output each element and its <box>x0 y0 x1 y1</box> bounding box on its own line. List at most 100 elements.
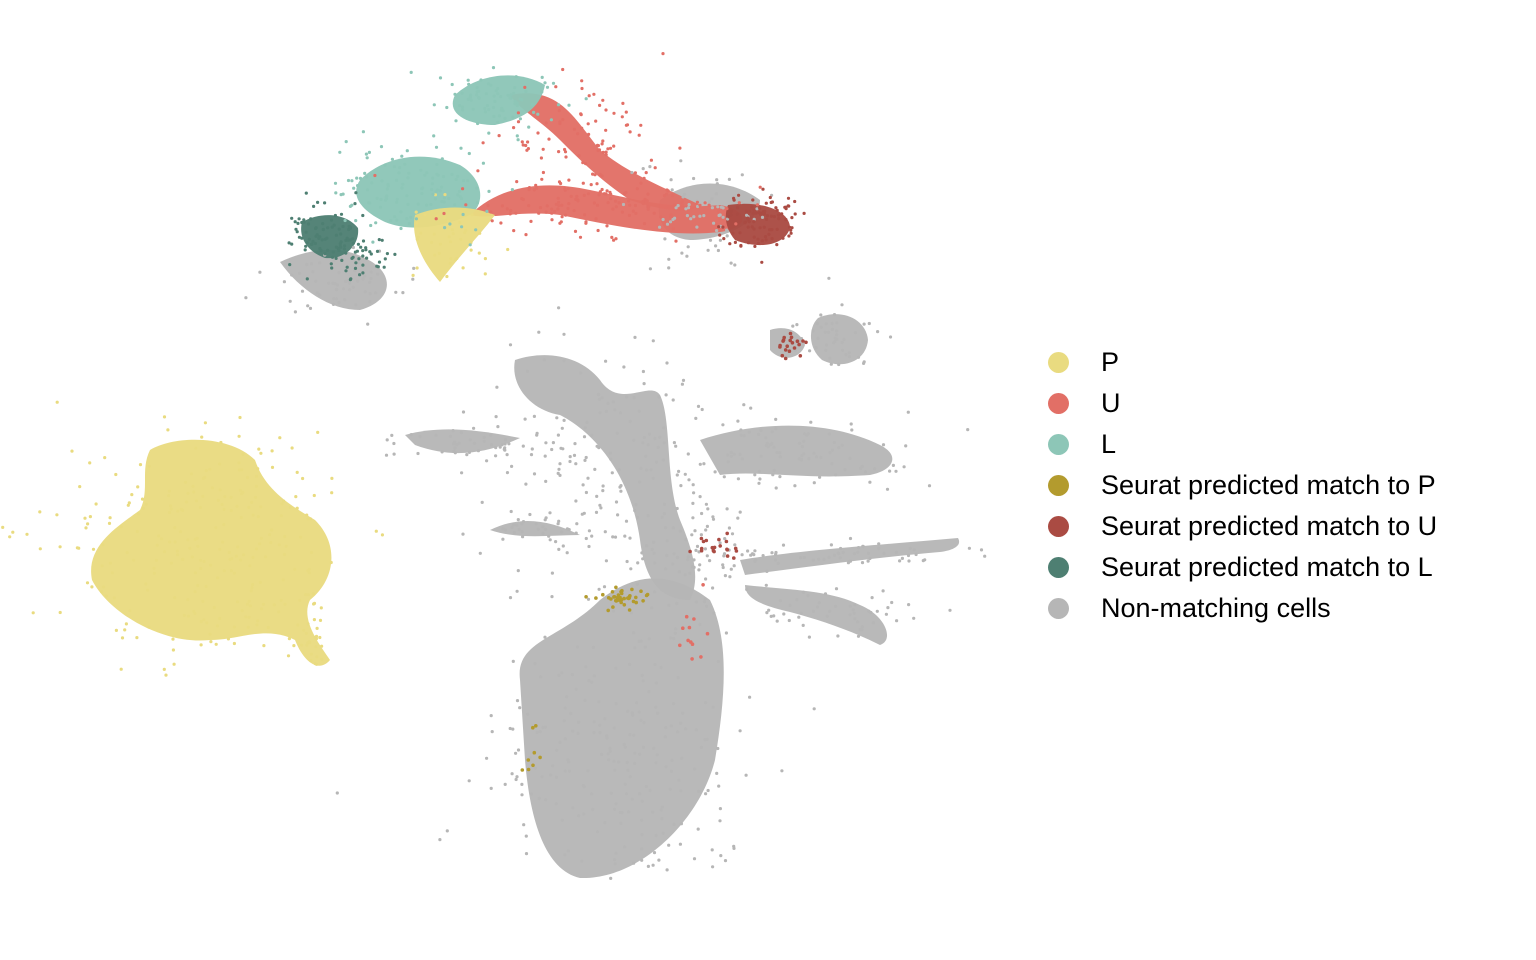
cell-point <box>466 179 470 183</box>
cell-point <box>201 599 205 604</box>
cell-point <box>836 634 840 638</box>
cell-point <box>646 443 650 447</box>
cell-point <box>367 150 371 154</box>
cell-point <box>485 459 489 463</box>
cell-point <box>669 215 673 219</box>
cell-point <box>521 520 526 524</box>
cell-point <box>101 585 106 589</box>
cell-point <box>304 191 308 195</box>
cell-point <box>247 599 251 603</box>
cell-point <box>331 250 335 254</box>
cell-point <box>503 782 507 787</box>
cell-point <box>692 617 696 621</box>
cell-point <box>692 176 696 181</box>
cell-point <box>525 369 530 373</box>
cell-point <box>497 114 501 118</box>
cell-point <box>676 730 680 734</box>
cell-point <box>557 204 561 208</box>
cell-point <box>908 546 912 551</box>
cell-point <box>295 470 299 474</box>
cell-point <box>688 549 692 554</box>
cell-point <box>653 590 657 594</box>
cell-point <box>466 97 470 101</box>
cell-point <box>684 727 688 731</box>
cell-point <box>306 517 310 521</box>
legend-label: Seurat predicted match to U <box>1101 511 1438 541</box>
cell-point <box>298 271 302 275</box>
cell-point <box>375 249 380 253</box>
cell-point <box>354 191 358 195</box>
cell-point <box>475 93 479 97</box>
cell-point <box>135 529 139 534</box>
cell-point <box>516 748 521 752</box>
cell-point <box>527 204 531 208</box>
cell-point <box>684 207 688 211</box>
cell-point <box>730 532 735 536</box>
cell-point <box>584 595 588 599</box>
cell-point <box>586 769 590 773</box>
cell-point <box>429 202 433 207</box>
legend-marker <box>1048 598 1069 619</box>
cell-point <box>514 777 518 782</box>
cell-point <box>605 736 609 740</box>
cell-point <box>203 421 207 425</box>
cell-point <box>661 52 665 56</box>
cell-point <box>334 297 339 301</box>
cell-point <box>664 567 668 571</box>
cell-point <box>256 619 260 623</box>
legend-marker <box>1048 475 1069 496</box>
cell-point <box>587 544 591 549</box>
cell-point <box>316 200 320 204</box>
cell-point <box>746 549 750 553</box>
cell-point <box>278 436 282 440</box>
cell-point <box>392 165 396 169</box>
cell-point <box>399 226 403 231</box>
cell-point <box>721 225 725 229</box>
cell-point <box>609 192 613 196</box>
cell-point <box>605 189 609 193</box>
cell-point <box>83 516 87 520</box>
cell-point <box>507 442 511 446</box>
cell-point <box>332 297 336 301</box>
cell-point <box>757 432 761 436</box>
cell-point <box>483 272 487 276</box>
cell-point <box>531 763 535 768</box>
cell-point <box>633 761 637 766</box>
cell-point <box>612 238 616 242</box>
cell-point <box>577 814 581 818</box>
cell-point <box>595 830 600 834</box>
cell-point <box>752 208 756 212</box>
cell-point <box>450 82 454 87</box>
cell-point <box>604 150 608 154</box>
cell-point <box>257 447 261 451</box>
cell-point <box>871 621 876 625</box>
cell-point <box>721 565 725 570</box>
cell-point <box>574 499 578 503</box>
cell-point <box>715 182 719 186</box>
cell-point <box>94 502 98 506</box>
cell-point <box>611 605 615 609</box>
cell-point <box>287 241 291 245</box>
cell-point <box>144 582 148 586</box>
cell-point <box>354 303 358 307</box>
cell-point <box>904 444 908 448</box>
cell-point <box>715 178 719 182</box>
cell-point <box>576 731 580 736</box>
cell-point <box>228 557 232 562</box>
cell-point <box>667 257 671 261</box>
cell-point <box>721 563 725 567</box>
cell-point <box>840 303 844 307</box>
cell-point <box>449 257 453 261</box>
cell-point <box>607 758 611 762</box>
cell-point <box>665 539 669 543</box>
cell-point <box>715 223 719 227</box>
cell-point <box>614 585 618 590</box>
cell-point <box>557 519 561 523</box>
cell-point <box>341 287 346 291</box>
cell-point <box>441 175 446 179</box>
cell-point <box>672 203 677 207</box>
cell-point <box>555 416 559 420</box>
cell-point <box>510 188 514 192</box>
cell-point <box>877 542 881 546</box>
cell-point <box>338 242 342 246</box>
